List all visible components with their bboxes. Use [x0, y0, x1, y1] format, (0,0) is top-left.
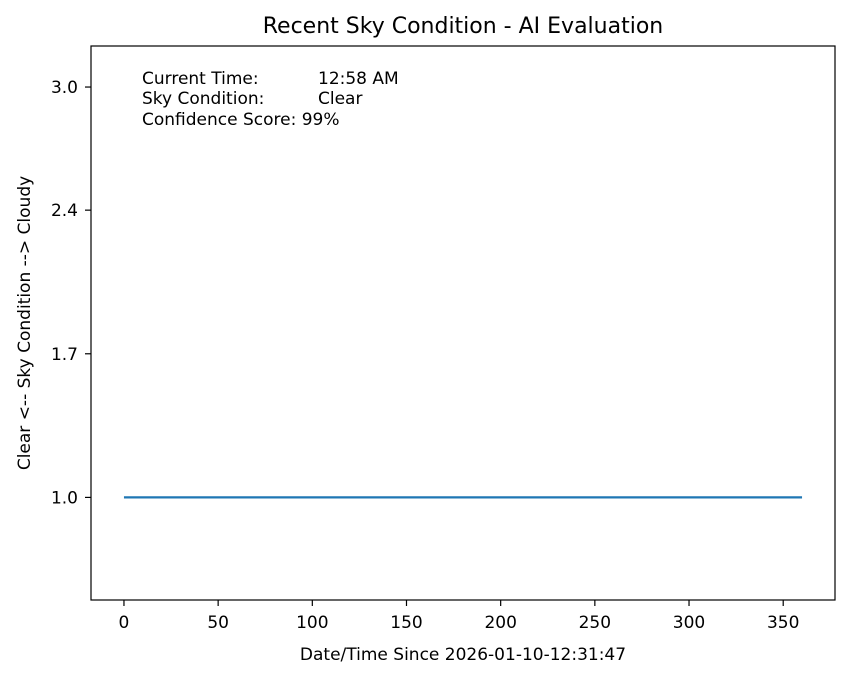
- sky-condition-value: Clear: [318, 89, 362, 109]
- x-tick-label: 300: [673, 613, 705, 633]
- status-annotation: Current Time: 12:58 AM Sky Condition: Cl…: [142, 69, 399, 130]
- x-tick-label: 100: [296, 613, 328, 633]
- x-tick-label: 50: [207, 613, 229, 633]
- chart-title: Recent Sky Condition - AI Evaluation: [263, 14, 663, 39]
- y-tick-label: 1.7: [51, 345, 78, 365]
- y-tick-label: 1.0: [51, 488, 78, 508]
- current-time-label: Current Time:: [142, 69, 259, 89]
- plot-area-frame: [90, 45, 836, 601]
- y-axis: 1.0 1.7 2.4 3.0: [51, 78, 91, 508]
- x-tick-label: 200: [484, 613, 516, 633]
- y-axis-label: Clear <-- Sky Condition --> Cloudy: [15, 176, 35, 470]
- x-axis: 0 50 100 150 200 250 300 350: [119, 600, 799, 633]
- x-tick-label: 250: [579, 613, 611, 633]
- x-tick-label: 150: [390, 613, 422, 633]
- x-tick-label: 0: [119, 613, 130, 633]
- x-tick-label: 350: [767, 613, 799, 633]
- confidence-score-text: Confidence Score: 99%: [142, 110, 340, 130]
- sky-condition-label: Sky Condition:: [142, 89, 264, 109]
- y-tick-label: 2.4: [51, 201, 78, 221]
- y-tick-label: 3.0: [51, 78, 78, 98]
- current-time-value: 12:58 AM: [318, 69, 399, 89]
- x-axis-label: Date/Time Since 2026-01-10-12:31:47: [300, 645, 626, 665]
